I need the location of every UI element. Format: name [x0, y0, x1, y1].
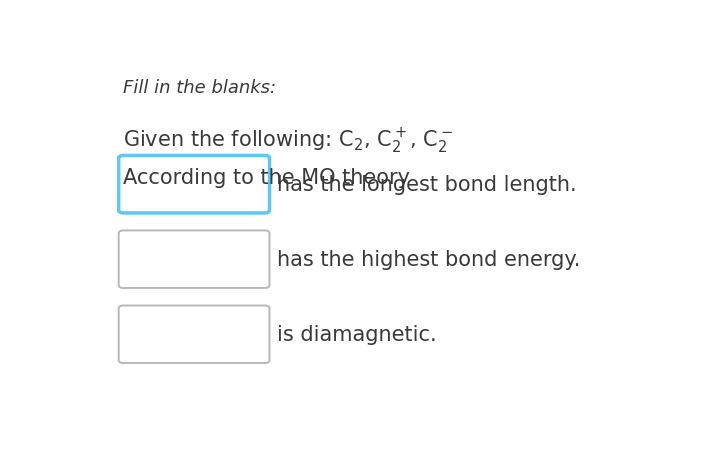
FancyBboxPatch shape: [118, 231, 269, 288]
Text: According to the MO theory: According to the MO theory: [123, 168, 410, 188]
Text: Given the following: $\mathregular{C_2}$, $\mathregular{C_2^+}$, $\mathregular{C: Given the following: $\mathregular{C_2}$…: [123, 127, 454, 156]
Text: has the longest bond length.: has the longest bond length.: [277, 175, 577, 195]
FancyBboxPatch shape: [118, 306, 269, 363]
Text: has the highest bond energy.: has the highest bond energy.: [277, 250, 581, 269]
Text: is diamagnetic.: is diamagnetic.: [277, 325, 437, 344]
FancyBboxPatch shape: [118, 156, 269, 213]
Text: Fill in the blanks:: Fill in the blanks:: [123, 79, 276, 97]
